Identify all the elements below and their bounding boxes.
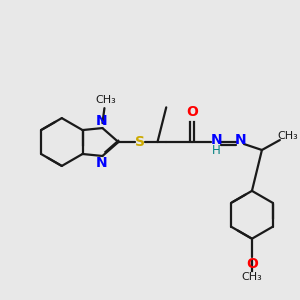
Text: N: N: [235, 133, 247, 147]
Text: O: O: [186, 105, 198, 119]
Text: N: N: [96, 114, 107, 128]
Text: O: O: [246, 256, 258, 271]
Text: CH₃: CH₃: [95, 95, 116, 105]
Text: N: N: [96, 156, 107, 170]
Text: S: S: [135, 135, 145, 149]
Text: N: N: [210, 133, 222, 147]
Text: H: H: [212, 143, 220, 157]
Text: CH₃: CH₃: [278, 131, 298, 141]
Text: CH₃: CH₃: [242, 272, 262, 282]
